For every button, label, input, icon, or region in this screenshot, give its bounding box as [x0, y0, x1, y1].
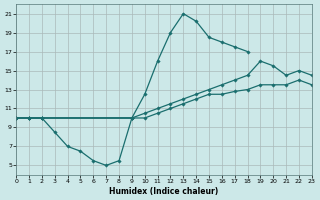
X-axis label: Humidex (Indice chaleur): Humidex (Indice chaleur) — [109, 187, 219, 196]
